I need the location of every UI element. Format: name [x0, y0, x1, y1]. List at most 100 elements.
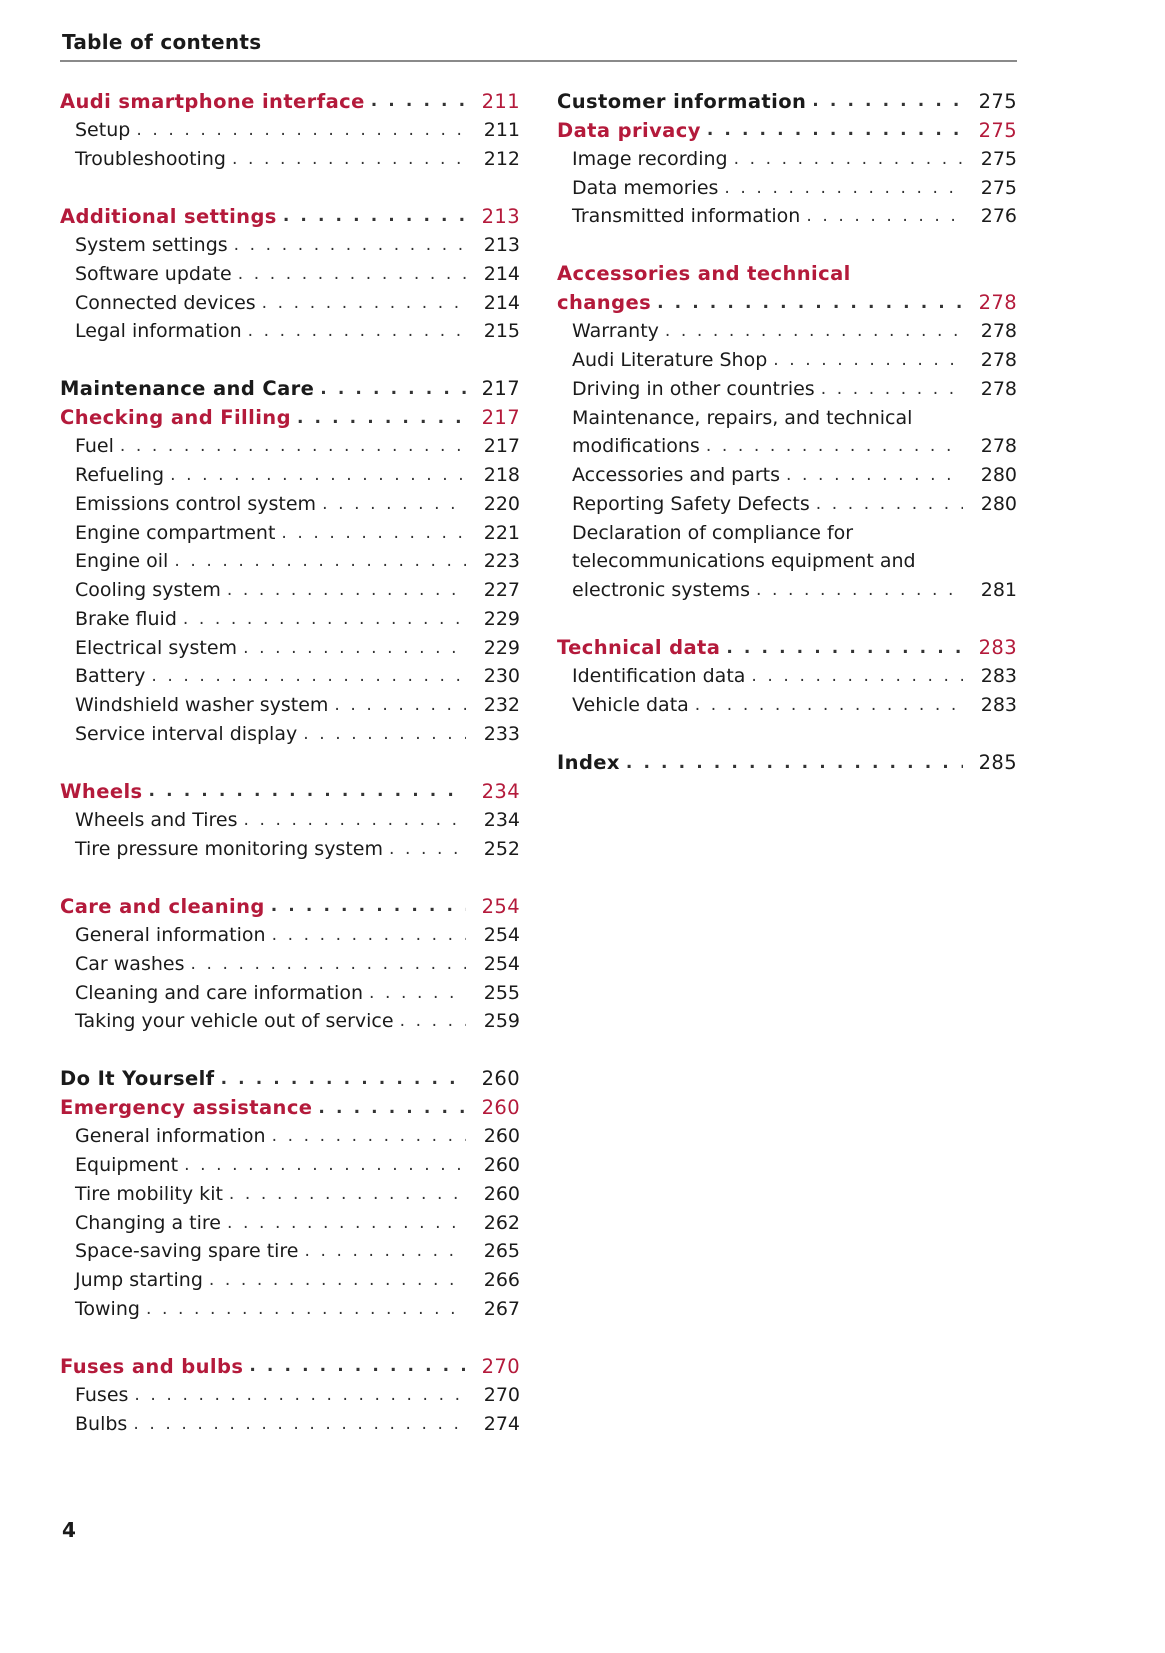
- toc-subentry[interactable]: Warranty. . . . . . . . . . . . . . . . …: [557, 317, 1017, 346]
- toc-section-heading[interactable]: changes. . . . . . . . . . . . . . . . .…: [557, 288, 1017, 317]
- toc-subentry[interactable]: Cooling system. . . . . . . . . . . . . …: [60, 576, 520, 605]
- toc-subentry[interactable]: Audi Literature Shop. . . . . . . . . . …: [557, 346, 1017, 375]
- dot-leader: . . . . . . . . . . . . . . . . . . . . …: [281, 522, 466, 543]
- dot-leader: . . . . . . . . . . . . . . . . . . . . …: [706, 120, 963, 141]
- toc-page-number: 275: [980, 147, 1017, 170]
- toc-entry-label: Taking your vehicle out of service: [75, 1010, 394, 1033]
- toc-subentry[interactable]: Data memories. . . . . . . . . . . . . .…: [557, 173, 1017, 202]
- toc-subentry[interactable]: Reporting Safety Defects. . . . . . . . …: [557, 490, 1017, 519]
- toc-section-heading[interactable]: Care and cleaning. . . . . . . . . . . .…: [60, 892, 520, 921]
- toc-subentry[interactable]: Wheels and Tires. . . . . . . . . . . . …: [60, 806, 520, 835]
- toc-section-heading[interactable]: Emergency assistance. . . . . . . . . . …: [60, 1093, 520, 1122]
- toc-subentry[interactable]: electronic systems. . . . . . . . . . . …: [557, 576, 1017, 605]
- toc-page-number: 267: [483, 1297, 520, 1320]
- toc-page-number: 212: [483, 147, 520, 170]
- toc-page-number: 214: [483, 291, 520, 314]
- toc-entry-label: Identification data: [572, 665, 746, 688]
- toc-subentry[interactable]: Engine compartment. . . . . . . . . . . …: [60, 518, 520, 547]
- toc-entry-line: Maintenance, repairs, and technical: [557, 403, 1017, 432]
- toc-subentry[interactable]: Driving in other countries. . . . . . . …: [557, 375, 1017, 404]
- toc-page-number: 217: [483, 435, 520, 458]
- dot-leader: . . . . . . . . . . . . . . . . . . . . …: [271, 1126, 466, 1147]
- dot-leader: . . . . . . . . . . . . . . . . . . . . …: [726, 637, 963, 658]
- toc-section-heading[interactable]: Do It Yourself. . . . . . . . . . . . . …: [60, 1065, 520, 1094]
- toc-section-heading[interactable]: Technical data. . . . . . . . . . . . . …: [557, 633, 1017, 662]
- toc-entry-label: Fuses: [75, 1384, 129, 1407]
- toc-subentry[interactable]: Cleaning and care information . . . . . .…: [60, 978, 520, 1007]
- toc-subentry[interactable]: Space-saving spare tire. . . . . . . . .…: [60, 1237, 520, 1266]
- toc-subentry[interactable]: Accessories and parts. . . . . . . . . .…: [557, 461, 1017, 490]
- toc-section-heading[interactable]: Audi smartphone interface. . . . . . . .…: [60, 87, 520, 116]
- dot-leader: . . . . . . . . . . . . . . . . . . . . …: [247, 321, 466, 342]
- toc-subentry[interactable]: Jump starting. . . . . . . . . . . . . .…: [60, 1266, 520, 1295]
- toc-section-heading[interactable]: Fuses and bulbs. . . . . . . . . . . . .…: [60, 1352, 520, 1381]
- toc-subentry[interactable]: Engine oil. . . . . . . . . . . . . . . …: [60, 547, 520, 576]
- toc-page-number: 281: [980, 579, 1017, 602]
- toc-page-number: 280: [980, 464, 1017, 487]
- toc-subentry[interactable]: Transmitted information. . . . . . . . .…: [557, 202, 1017, 231]
- dot-leader: . . . . . . . . . . . . . . . . . . . . …: [148, 781, 466, 802]
- toc-subentry[interactable]: Service interval display. . . . . . . . …: [60, 720, 520, 749]
- toc-subentry[interactable]: Windshield washer system. . . . . . . . …: [60, 691, 520, 720]
- toc-subentry[interactable]: Taking your vehicle out of service. . . …: [60, 1007, 520, 1036]
- toc-subentry[interactable]: Fuel. . . . . . . . . . . . . . . . . . …: [60, 432, 520, 461]
- toc-page-number: 270: [483, 1384, 520, 1407]
- toc-section-heading[interactable]: Wheels. . . . . . . . . . . . . . . . . …: [60, 777, 520, 806]
- toc-subentry[interactable]: Legal information. . . . . . . . . . . .…: [60, 317, 520, 346]
- toc-subentry[interactable]: Towing. . . . . . . . . . . . . . . . . …: [60, 1295, 520, 1324]
- toc-subentry[interactable]: Image recording. . . . . . . . . . . . .…: [557, 145, 1017, 174]
- toc-entry-label: Reporting Safety Defects: [572, 492, 810, 515]
- toc-subentry[interactable]: Troubleshooting. . . . . . . . . . . . .…: [60, 145, 520, 174]
- toc-page-number: 234: [483, 809, 520, 832]
- toc-subentry[interactable]: Tire mobility kit. . . . . . . . . . . .…: [60, 1180, 520, 1209]
- toc-entry-label: Audi Literature Shop: [572, 349, 768, 372]
- toc-entry-label: Care and cleaning: [60, 894, 265, 918]
- toc-subentry[interactable]: Battery. . . . . . . . . . . . . . . . .…: [60, 662, 520, 691]
- toc-section-heading[interactable]: Additional settings. . . . . . . . . . .…: [60, 202, 520, 231]
- toc-subentry[interactable]: Electrical system. . . . . . . . . . . .…: [60, 633, 520, 662]
- toc-entry-label: Wheels: [60, 779, 143, 803]
- toc-subentry[interactable]: Car washes. . . . . . . . . . . . . . . …: [60, 950, 520, 979]
- toc-section-heading[interactable]: Data privacy. . . . . . . . . . . . . . …: [557, 116, 1017, 145]
- dot-leader: . . . . . . . . . . . . . . . . . . . . …: [388, 838, 466, 859]
- toc-section-heading[interactable]: Index. . . . . . . . . . . . . . . . . .…: [557, 748, 1017, 777]
- toc-page-number: 259: [483, 1010, 520, 1033]
- toc-entry-label: Jump starting: [75, 1269, 203, 1292]
- dot-leader: . . . . . . . . . . . . . . . . . . . . …: [182, 608, 466, 629]
- toc-subentry[interactable]: Refueling. . . . . . . . . . . . . . . .…: [60, 461, 520, 490]
- toc-page-number: 275: [978, 118, 1017, 142]
- toc-subentry[interactable]: Tire pressure monitoring system. . . . .…: [60, 835, 520, 864]
- toc-entry-label: Refueling: [75, 464, 165, 487]
- dot-leader: . . . . . . . . . . . . . . . . . . . . …: [303, 723, 466, 744]
- toc-page-number: 233: [483, 722, 520, 745]
- toc-subentry[interactable]: General information. . . . . . . . . . .…: [60, 1122, 520, 1151]
- toc-subentry[interactable]: General information. . . . . . . . . . .…: [60, 921, 520, 950]
- toc-section-heading[interactable]: Checking and Filling. . . . . . . . . . …: [60, 403, 520, 432]
- toc-subentry[interactable]: Emissions control system. . . . . . . . …: [60, 490, 520, 519]
- toc-subentry[interactable]: Brake fluid. . . . . . . . . . . . . . .…: [60, 605, 520, 634]
- toc-subentry[interactable]: Vehicle data. . . . . . . . . . . . . . …: [557, 691, 1017, 720]
- dot-leader: . . . . . . . . . . . . . . . . . . . . …: [233, 235, 466, 256]
- toc-entry-label: Index: [557, 751, 620, 775]
- toc-entry-label: Declaration of compliance for: [572, 521, 854, 544]
- dot-leader: . . . . . . . . . . . . . . . . . . . . …: [664, 321, 963, 342]
- toc-subentry[interactable]: modifications. . . . . . . . . . . . . .…: [557, 432, 1017, 461]
- toc-subentry[interactable]: Connected devices. . . . . . . . . . . .…: [60, 288, 520, 317]
- dot-leader: . . . . . . . . . . . . . . . . . . . . …: [243, 637, 466, 658]
- toc-entry-label: electronic systems: [572, 579, 750, 602]
- toc-subentry[interactable]: Software update. . . . . . . . . . . . .…: [60, 260, 520, 289]
- toc-entry-label: Fuel: [75, 435, 114, 458]
- toc-subentry[interactable]: Equipment. . . . . . . . . . . . . . . .…: [60, 1151, 520, 1180]
- toc-entry-label: Engine compartment: [75, 521, 276, 544]
- toc-section-heading[interactable]: Maintenance and Care. . . . . . . . . . …: [60, 375, 520, 404]
- toc-subentry[interactable]: Setup. . . . . . . . . . . . . . . . . .…: [60, 116, 520, 145]
- toc-subentry[interactable]: Bulbs. . . . . . . . . . . . . . . . . .…: [60, 1410, 520, 1439]
- toc-subentry[interactable]: Identification data. . . . . . . . . . .…: [557, 662, 1017, 691]
- toc-subentry[interactable]: Fuses. . . . . . . . . . . . . . . . . .…: [60, 1381, 520, 1410]
- dot-leader: . . . . . . . . . . . . . . . . . . . . …: [724, 177, 963, 198]
- dot-leader: . . . . . . . . . . . . . . . . . . . . …: [318, 1097, 466, 1118]
- toc-entry-label: Emissions control system: [75, 492, 317, 515]
- toc-section-heading[interactable]: Customer information. . . . . . . . . . …: [557, 87, 1017, 116]
- toc-subentry[interactable]: System settings. . . . . . . . . . . . .…: [60, 231, 520, 260]
- toc-subentry[interactable]: Changing a tire. . . . . . . . . . . . .…: [60, 1208, 520, 1237]
